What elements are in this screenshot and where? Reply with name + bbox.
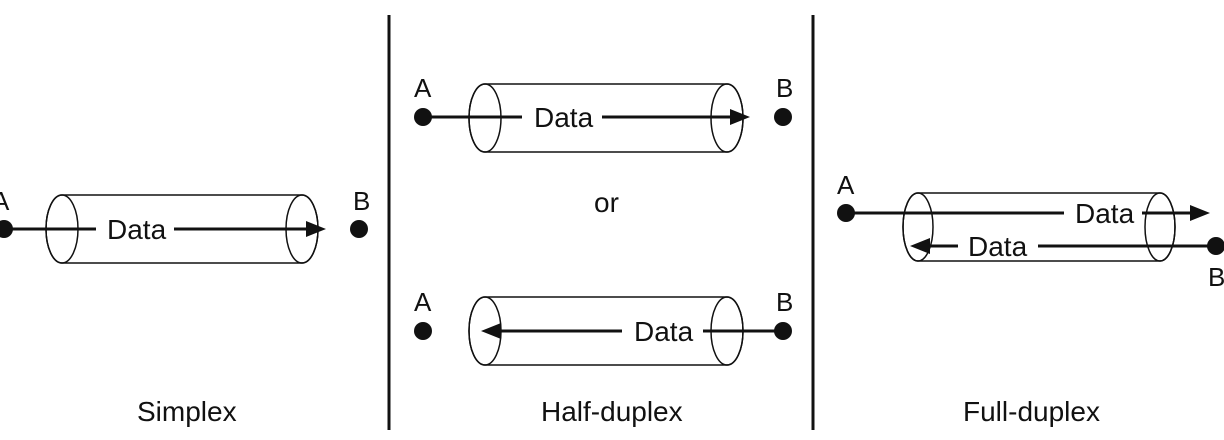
half-duplex-bottom-node-b-label: B bbox=[776, 287, 793, 317]
full-duplex-channel-cylinder bbox=[902, 192, 1176, 262]
half-duplex-bottom-arrowhead bbox=[481, 323, 501, 339]
full-duplex-caption: Full-duplex bbox=[963, 396, 1100, 427]
half-duplex-bottom-node-a bbox=[414, 322, 432, 340]
half-duplex-bottom-node-a-label: A bbox=[414, 287, 432, 317]
full-duplex-node-a bbox=[837, 204, 855, 222]
half-duplex-top-data-label: Data bbox=[534, 102, 594, 133]
full-duplex-reverse-arrowhead bbox=[910, 238, 930, 254]
full-duplex-panel: Data Data A B Full-duplex bbox=[837, 170, 1224, 427]
full-duplex-node-b bbox=[1207, 237, 1224, 255]
full-duplex-forward-arrowhead bbox=[1190, 205, 1210, 221]
half-duplex-top-node-a-label: A bbox=[414, 73, 432, 103]
full-duplex-node-a-label: A bbox=[837, 170, 855, 200]
half-duplex-top-node-b bbox=[774, 108, 792, 126]
full-duplex-forward-data-label: Data bbox=[1075, 198, 1135, 229]
half-duplex-or-separator: or bbox=[594, 187, 619, 218]
half-duplex-panel: Data A B or Data A B Half-duplex bbox=[414, 73, 793, 427]
half-duplex-bottom-node-b bbox=[774, 322, 792, 340]
simplex-node-a bbox=[0, 220, 13, 238]
simplex-caption: Simplex bbox=[137, 396, 237, 427]
simplex-node-a-label: A bbox=[0, 186, 10, 216]
full-duplex-node-b-label: B bbox=[1208, 262, 1224, 292]
simplex-panel: Data A B Simplex bbox=[0, 186, 370, 427]
simplex-node-b bbox=[350, 220, 368, 238]
half-duplex-top-node-a bbox=[414, 108, 432, 126]
half-duplex-caption: Half-duplex bbox=[541, 396, 683, 427]
simplex-arrowhead bbox=[306, 221, 326, 237]
simplex-data-label: Data bbox=[107, 214, 167, 245]
half-duplex-top-arrowhead bbox=[730, 109, 750, 125]
half-duplex-top-node-b-label: B bbox=[776, 73, 793, 103]
half-duplex-bottom-data-label: Data bbox=[634, 316, 694, 347]
simplex-node-b-label: B bbox=[353, 186, 370, 216]
full-duplex-reverse-data-label: Data bbox=[968, 231, 1028, 262]
